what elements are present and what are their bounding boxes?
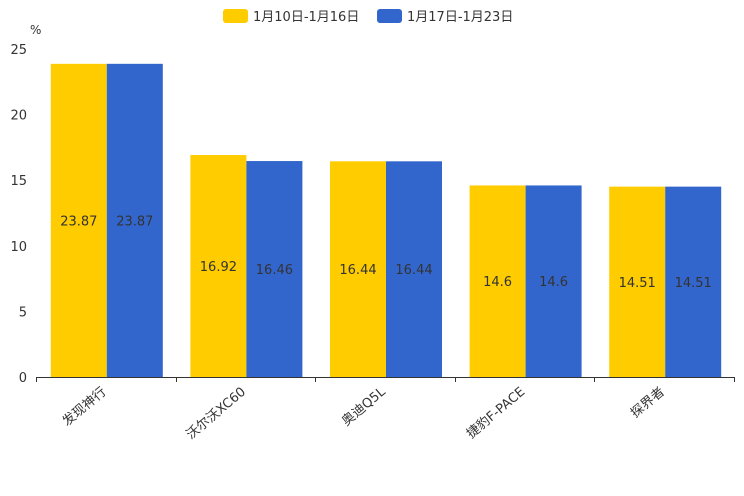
y-axis-unit: % <box>30 23 41 37</box>
bar-1-4 <box>469 185 526 377</box>
x-tick-label: 奥迪Q5L <box>339 384 389 429</box>
bar-2-1 <box>106 63 163 378</box>
bar-2-4 <box>525 185 582 377</box>
bar-value-label: 14.6 <box>539 275 568 290</box>
bar-value-label: 23.87 <box>60 214 97 229</box>
bar-1-1 <box>50 63 107 378</box>
bar-2-3 <box>386 161 442 377</box>
x-tick-label: 捷豹F-PACE <box>464 385 528 442</box>
bar-labels: 23.87 23.87 16.92 16.46 16.44 16.44 14.6 14.6 14… <box>60 214 712 290</box>
legend: 1月10日-1月16日 1月17日-1月23日 <box>223 9 513 25</box>
bar-2-2 <box>246 161 303 377</box>
x-axis: 发现神行 沃尔沃XC60 奥迪Q5L 捷豹F-PACE 探界者 <box>36 377 735 443</box>
legend-swatch-series-1 <box>223 9 248 23</box>
bar-1-5 <box>609 186 666 377</box>
bar-value-label: 14.51 <box>675 276 712 291</box>
y-tick-label: 20 <box>10 109 27 124</box>
bar-1-3 <box>330 161 386 377</box>
y-tick-label: 5 <box>19 305 27 320</box>
bar-value-label: 16.44 <box>339 263 376 278</box>
bar-1-2 <box>190 155 247 377</box>
x-tick-label: 发现神行 <box>59 384 109 430</box>
bar-value-label: 16.46 <box>256 263 293 278</box>
legend-label-series-1: 1月10日-1月16日 <box>253 10 359 25</box>
legend-label-series-2: 1月17日-1月23日 <box>407 10 513 25</box>
legend-swatch-series-2 <box>377 9 402 23</box>
bars <box>50 63 722 378</box>
bar-value-label: 14.51 <box>619 276 656 291</box>
bar-value-label: 16.44 <box>395 263 432 278</box>
x-tick-label: 探界者 <box>628 385 668 422</box>
bar-2-5 <box>665 186 722 377</box>
y-tick-label: 15 <box>10 174 27 189</box>
y-tick-label: 0 <box>19 371 27 386</box>
bar-value-label: 23.87 <box>116 214 153 229</box>
y-tick-label: 10 <box>10 240 27 255</box>
y-axis: 0 5 10 15 20 25 <box>10 43 27 386</box>
x-tick-label: 沃尔沃XC60 <box>184 385 249 443</box>
y-tick-label: 25 <box>10 43 27 58</box>
bar-value-label: 14.6 <box>483 275 512 290</box>
bar-value-label: 16.92 <box>200 260 237 275</box>
